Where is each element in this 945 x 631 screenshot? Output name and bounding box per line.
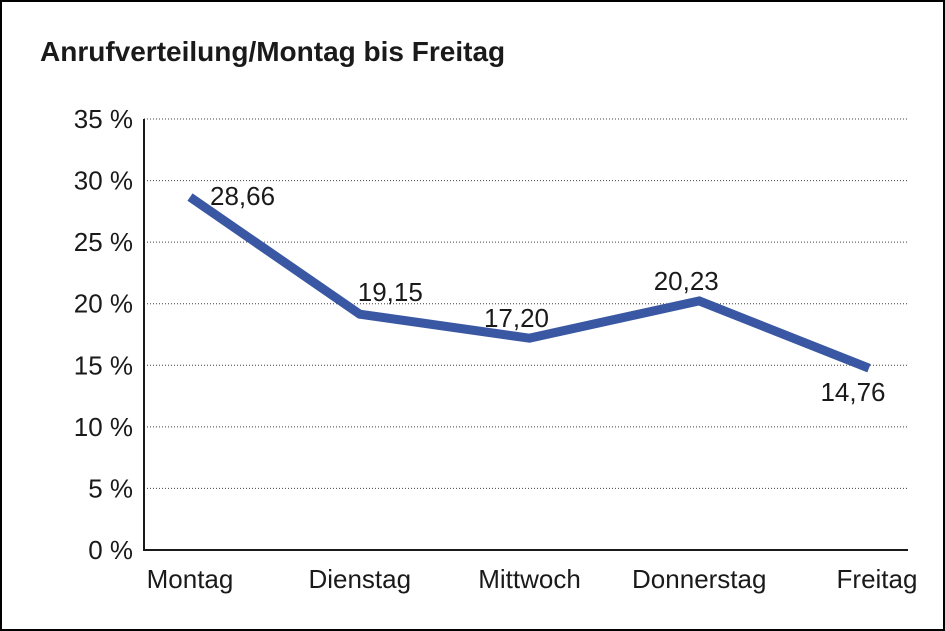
data-label: 19,15 bbox=[358, 277, 423, 307]
y-axis-tick-label: 15 % bbox=[74, 350, 133, 380]
x-axis-label: Freitag bbox=[837, 564, 918, 594]
y-axis-tick-label: 5 % bbox=[88, 473, 133, 503]
data-value-labels: 28,66 19,15 17,20 20,23 14,76 bbox=[210, 181, 886, 407]
data-label: 28,66 bbox=[210, 181, 275, 211]
y-axis-tick-label: 10 % bbox=[74, 412, 133, 442]
data-label: 17,20 bbox=[484, 303, 549, 333]
data-label: 20,23 bbox=[654, 266, 719, 296]
y-axis-tick-label: 25 % bbox=[74, 227, 133, 257]
axes bbox=[143, 119, 908, 551]
series-line bbox=[187, 193, 871, 373]
x-axis-label: Mittwoch bbox=[478, 564, 581, 594]
x-axis-label: Dienstag bbox=[308, 564, 411, 594]
chart-title: Anrufverteilung/Montag bis Freitag bbox=[40, 36, 506, 67]
data-series bbox=[187, 193, 871, 373]
y-axis-tick-label: 35 % bbox=[74, 104, 133, 134]
x-axis-label: Montag bbox=[147, 564, 234, 594]
y-axis-tick-label: 30 % bbox=[74, 166, 133, 196]
data-label: 14,76 bbox=[820, 377, 885, 407]
y-axis-tick-label: 0 % bbox=[88, 535, 133, 565]
x-axis-label: Donnerstag bbox=[632, 564, 766, 594]
y-axis-tick-labels: 0 % 5 % 10 % 15 % 20 % 25 % 30 % 35 % bbox=[74, 104, 133, 565]
x-axis-labels: Montag Dienstag Mittwoch Donnerstag Freitag bbox=[147, 564, 918, 594]
gridlines bbox=[144, 118, 908, 489]
y-axis-tick-label: 20 % bbox=[74, 289, 133, 319]
